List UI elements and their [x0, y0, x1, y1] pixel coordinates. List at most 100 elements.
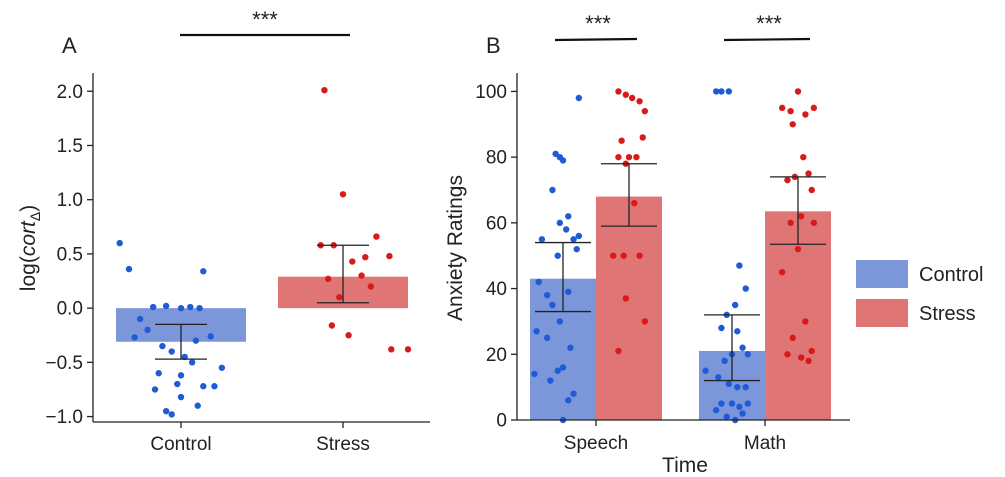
data-point-control [168, 348, 175, 355]
data-point-math-control [739, 344, 746, 351]
panel-b-significance-stars-speech: *** [585, 11, 611, 36]
panel-a: A *** log(cortΔ) −1.0 −0.5 0.0 0.5 1.0 1.5 2.0… [17, 7, 430, 455]
data-point-speech-stress [641, 318, 649, 325]
panel-b-significance-line-math [723, 37, 811, 42]
data-point-speech-control [554, 252, 561, 259]
data-point-math-control [718, 400, 725, 407]
panel-b-y-tick-label: 60 [486, 213, 507, 234]
data-point-control [200, 268, 207, 275]
data-point-control [177, 393, 185, 401]
panel-b-letter: B [486, 33, 501, 58]
legend-swatch-control [856, 260, 908, 288]
data-point-speech-control [547, 377, 554, 384]
data-point-math-stress [805, 357, 812, 365]
data-point-math-control [728, 400, 736, 407]
data-point-speech-control [549, 186, 556, 194]
data-point-control [144, 326, 151, 334]
data-point-stress [328, 322, 336, 329]
data-point-math-control [736, 262, 743, 269]
data-point-control [174, 380, 181, 388]
data-point-speech-control [565, 288, 572, 296]
data-point-control [155, 370, 162, 377]
data-point-math-control [734, 383, 741, 391]
data-point-math-stress [784, 351, 791, 358]
panel-a-y-tick-label: 2.0 [57, 82, 83, 103]
data-point-speech-control [559, 364, 567, 371]
data-point-math-stress [797, 354, 805, 361]
data-point-stress [373, 233, 380, 240]
data-point-speech-stress [628, 94, 636, 102]
panel-b-x-tick-label-math: Math [744, 433, 786, 454]
panel-a-x-tick-label-stress: Stress [316, 434, 370, 455]
panel-a-y-tick-label: 0.5 [57, 244, 83, 265]
data-point-math-control [721, 357, 728, 365]
data-point-math-control [744, 400, 752, 407]
panel-a-y-tick-label: −1.0 [45, 407, 83, 428]
data-point-math-control [725, 380, 733, 388]
legend-label-control: Control [919, 264, 983, 286]
data-point-speech-control [549, 301, 556, 309]
data-point-math-stress [808, 347, 815, 355]
data-point-math-stress [797, 213, 805, 220]
data-point-math-control [734, 328, 741, 335]
data-point-speech-control [533, 328, 540, 335]
data-point-speech-stress [609, 252, 617, 259]
data-point-stress [358, 272, 365, 279]
data-point-math-stress [805, 170, 812, 177]
data-point-speech-control [554, 367, 561, 374]
data-point-control [162, 407, 170, 415]
data-point-speech-control [575, 232, 583, 240]
data-point-speech-stress [615, 153, 622, 161]
data-point-math-control [742, 285, 749, 292]
data-point-math-control [712, 88, 720, 95]
data-point-math-control [702, 367, 709, 374]
panel-b-significance-line-speech [554, 37, 638, 42]
data-point-control [211, 383, 218, 390]
panel-b-y-tick-label: 80 [486, 148, 507, 169]
data-point-control [151, 386, 159, 393]
data-point-math-stress [808, 186, 815, 194]
panel-a-y-tick-label: −0.5 [45, 353, 83, 374]
panel-b-y-tick-label: 20 [486, 345, 507, 366]
data-point-speech-control [538, 236, 546, 243]
data-point-control [188, 359, 196, 366]
data-point-math-control [725, 88, 733, 95]
data-point-math-stress [778, 268, 786, 276]
data-point-control [196, 304, 203, 312]
data-point-control [149, 303, 157, 311]
data-point-control [168, 411, 175, 418]
data-point-speech-stress [641, 107, 649, 115]
data-point-control [162, 302, 170, 310]
data-point-stress [367, 283, 375, 290]
panel-b: B *** *** Anxiety Ratings Time 0 20 40 60 80 1… [444, 11, 983, 477]
data-point-control [177, 304, 185, 312]
data-point-stress [321, 86, 328, 94]
data-point-control [116, 239, 123, 247]
panel-b-y-axis-label: Anxiety Ratings [444, 175, 467, 321]
data-point-control [131, 334, 138, 341]
data-point-math-control [742, 383, 749, 391]
data-point-math-stress [810, 219, 818, 227]
data-point-speech-control [570, 390, 577, 397]
data-point-math-stress [810, 104, 818, 112]
data-point-speech-control [562, 226, 570, 233]
data-point-math-stress [787, 219, 794, 227]
data-point-speech-stress [622, 295, 630, 302]
panel-b-x-axis-label: Time [662, 454, 708, 477]
data-point-control [136, 315, 144, 323]
data-point-stress [362, 253, 369, 261]
panel-a-significance: *** [180, 7, 350, 37]
legend-label-stress: Stress [919, 303, 976, 325]
data-point-speech-control [531, 370, 538, 378]
data-point-stress [345, 332, 352, 339]
data-point-control [200, 383, 207, 390]
panel-b-significance-stars-math: *** [756, 11, 782, 36]
data-point-speech-stress [625, 153, 633, 161]
data-point-math-control [723, 413, 730, 420]
data-point-speech-control [559, 157, 567, 164]
panel-a-y-axis-label: log(cortΔ) [17, 205, 43, 291]
data-point-stress [349, 258, 356, 265]
data-point-math-stress [789, 334, 796, 342]
data-point-math-stress [794, 245, 802, 253]
